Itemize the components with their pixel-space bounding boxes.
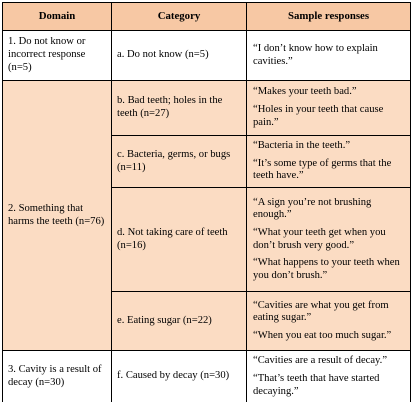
table-row: 1. Do not know or incorrect response (n=… [2, 30, 411, 81]
sample-response: “A sign you’re not brushing enough.” [253, 196, 372, 221]
category-cell: f. Caused by decay (n=30) [111, 350, 247, 402]
header-domain: Domain [2, 2, 112, 31]
table-row: c. Bacteria, germs, or bugs (n=11) “Bact… [3, 134, 411, 189]
sample-response: “Makes your teeth bad.” [253, 86, 357, 98]
sample-responses-cell: “A sign you’re not brushing enough.” “Wh… [246, 187, 411, 293]
sample-response: “Bacteria in the teeth.” [253, 140, 351, 151]
table-row: 3. Cavity is a result of decay (n=30) f.… [2, 350, 411, 402]
category-cell: c. Bacteria, germs, or bugs (n=11) [111, 134, 247, 189]
table-row: 2. Something that harms the teeth (n=76)… [2, 79, 411, 352]
category-cell: b. Bad teeth; holes in the teeth (n=27) [111, 80, 247, 136]
header-category: Category [111, 2, 247, 31]
sample-response: “Cavities are a result of decay.” [253, 355, 388, 367]
header-row: Domain Category Sample responses [2, 2, 411, 31]
sample-response: “What your teeth get when you don’t brus… [253, 226, 386, 251]
sample-response: “Cavities are what you get from eating s… [253, 299, 389, 324]
domain-cell: 3. Cavity is a result of decay (n=30) [2, 350, 112, 402]
category-cell: e. Eating sugar (n=22) [111, 291, 247, 352]
sample-responses-cell: “Cavities are what you get from eating s… [246, 291, 411, 352]
category-cell: d. Not taking care of teeth (n=16) [111, 187, 247, 293]
sample-response: “It’s some type of germs that the teeth … [253, 157, 392, 182]
sample-response: “When you eat too much sugar.” [253, 329, 392, 341]
sample-response: “What happens to your teeth when you don… [253, 257, 400, 282]
sample-responses-cell: “I don’t know how to explain cavities.” [246, 30, 411, 81]
sample-responses-cell: “Makes your teeth bad.” “Holes in your t… [246, 80, 411, 136]
sample-response: “Holes in your teeth that cause pain.” [253, 104, 384, 128]
category-cell: a. Do not know (n=5) [111, 30, 247, 81]
domain-cell: 1. Do not know or incorrect response (n=… [2, 30, 112, 81]
header-sample-responses: Sample responses [246, 2, 411, 31]
domain-cell: 2. Something that harms the teeth (n=76) [2, 79, 112, 352]
sample-responses-cell: “Bacteria in the teeth.” “It’s some type… [246, 134, 411, 189]
table-row: e. Eating sugar (n=22) “Cavities are wha… [3, 291, 411, 352]
sample-response: “That’s teeth that have started decaying… [253, 372, 380, 397]
sample-responses-cell: “Cavities are a result of decay.” “That’… [246, 350, 411, 402]
sample-response: “I don’t know how to explain cavities.” [253, 42, 378, 67]
table-row: d. Not taking care of teeth (n=16) “A si… [3, 187, 411, 293]
